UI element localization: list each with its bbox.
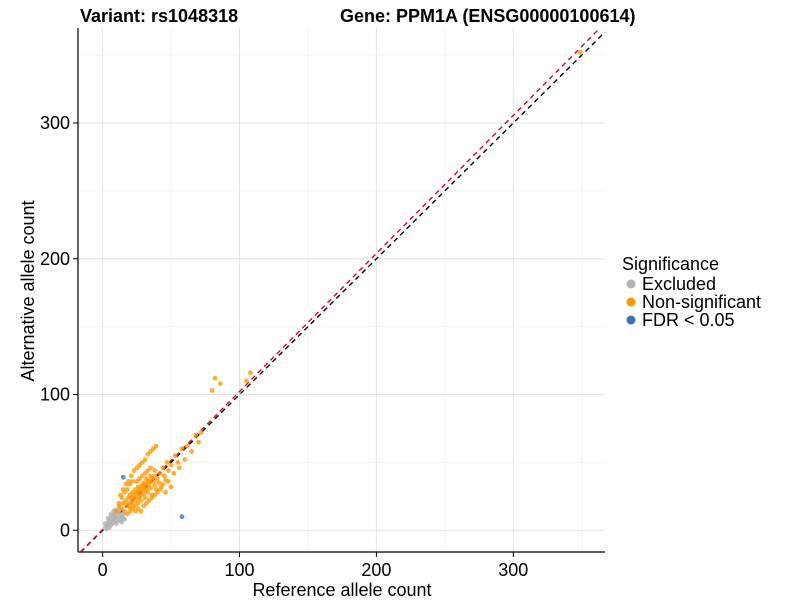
legend-swatch-1 — [626, 297, 636, 307]
point-1-28 — [145, 489, 151, 495]
y-tick-label-0: 0 — [60, 520, 70, 540]
point-1-68 — [138, 508, 144, 514]
x-tick-label-200: 200 — [361, 560, 391, 580]
point-1-50 — [176, 465, 182, 471]
point-1-58 — [209, 388, 215, 393]
point-1-52 — [182, 457, 188, 463]
series-non-significant — [113, 50, 583, 517]
point-1-39 — [157, 470, 163, 476]
legend: Significance ExcludedNon-significantFDR … — [622, 254, 761, 330]
point-1-62 — [243, 378, 249, 384]
point-1-59 — [212, 375, 218, 381]
point-1-44 — [164, 460, 170, 465]
point-1-84 — [120, 487, 126, 492]
data-points — [102, 50, 583, 532]
chart-title-gene: Gene: PPM1A (ENSG00000100614) — [340, 6, 635, 26]
point-0-37 — [119, 519, 125, 525]
point-0-34 — [102, 521, 108, 526]
point-1-48 — [172, 453, 178, 459]
point-1-79 — [168, 484, 174, 490]
point-1-30 — [148, 485, 153, 491]
x-tick-label-100: 100 — [224, 560, 254, 580]
y-tick-label-300: 300 — [40, 113, 70, 133]
point-1-38 — [156, 480, 162, 486]
point-1-102 — [148, 465, 153, 471]
point-1-78 — [165, 479, 171, 484]
x-tick-label-300: 300 — [498, 560, 528, 580]
point-1-42 — [161, 473, 167, 479]
point-1-108 — [138, 492, 144, 498]
tick-marks: 0 100 200 300 0 100 200 300 — [40, 113, 528, 580]
point-1-53 — [185, 443, 190, 449]
point-1-83 — [118, 492, 123, 498]
legend-swatch-2 — [626, 315, 636, 325]
point-1-35 — [152, 468, 158, 473]
series-fdr-0-05 — [120, 474, 185, 520]
point-1-75 — [157, 487, 163, 492]
reference-line-identity — [80, 31, 606, 553]
legend-swatch-0 — [626, 279, 636, 289]
point-0-25 — [107, 525, 112, 530]
point-2-1 — [179, 514, 185, 520]
point-1-121 — [145, 479, 151, 484]
point-1-47 — [171, 470, 177, 476]
x-tick-label-0: 0 — [98, 560, 108, 580]
point-1-60 — [217, 381, 223, 387]
point-1-34 — [152, 483, 158, 488]
legend-label-1: Non-significant — [642, 292, 761, 312]
reference-lines — [79, 27, 606, 553]
point-1-92 — [142, 457, 148, 463]
point-1-87 — [128, 473, 134, 479]
point-1-57 — [198, 430, 204, 435]
point-0-29 — [113, 521, 119, 526]
x-axis-title: Reference allele count — [252, 580, 431, 600]
point-1-114 — [126, 500, 132, 506]
point-1-77 — [163, 489, 169, 495]
point-1-51 — [179, 446, 185, 452]
point-1-49 — [175, 460, 181, 465]
point-1-106 — [133, 503, 138, 509]
point-1-65 — [130, 479, 136, 484]
point-0-35 — [108, 515, 114, 521]
y-tick-label-100: 100 — [40, 385, 70, 405]
point-2-0 — [120, 474, 126, 480]
point-1-55 — [193, 432, 199, 438]
point-1-56 — [196, 439, 201, 445]
y-tick-label-200: 200 — [40, 249, 70, 269]
legend-title: Significance — [622, 254, 719, 274]
legend-label-0: Excluded — [642, 274, 716, 294]
chart-title-variant: Variant: rs1048318 — [80, 6, 238, 26]
y-axis-title: Alternative allele count — [18, 200, 38, 381]
point-1-25 — [142, 495, 148, 501]
point-1-61 — [248, 370, 253, 376]
point-1-96 — [153, 443, 159, 449]
point-1-54 — [189, 449, 195, 454]
point-1-76 — [160, 481, 166, 487]
point-1-41 — [160, 465, 166, 471]
point-1-82 — [116, 500, 122, 506]
reference-line-fit — [79, 27, 601, 553]
point-1-86 — [126, 479, 132, 484]
axes — [77, 28, 605, 553]
grid-lines — [78, 28, 605, 552]
point-1-45 — [165, 468, 171, 473]
point-1-113 — [152, 473, 158, 479]
point-1-46 — [168, 462, 174, 468]
legend-label-2: FDR < 0.05 — [642, 310, 735, 330]
point-1-0 — [113, 508, 119, 514]
point-1-122 — [577, 50, 583, 55]
